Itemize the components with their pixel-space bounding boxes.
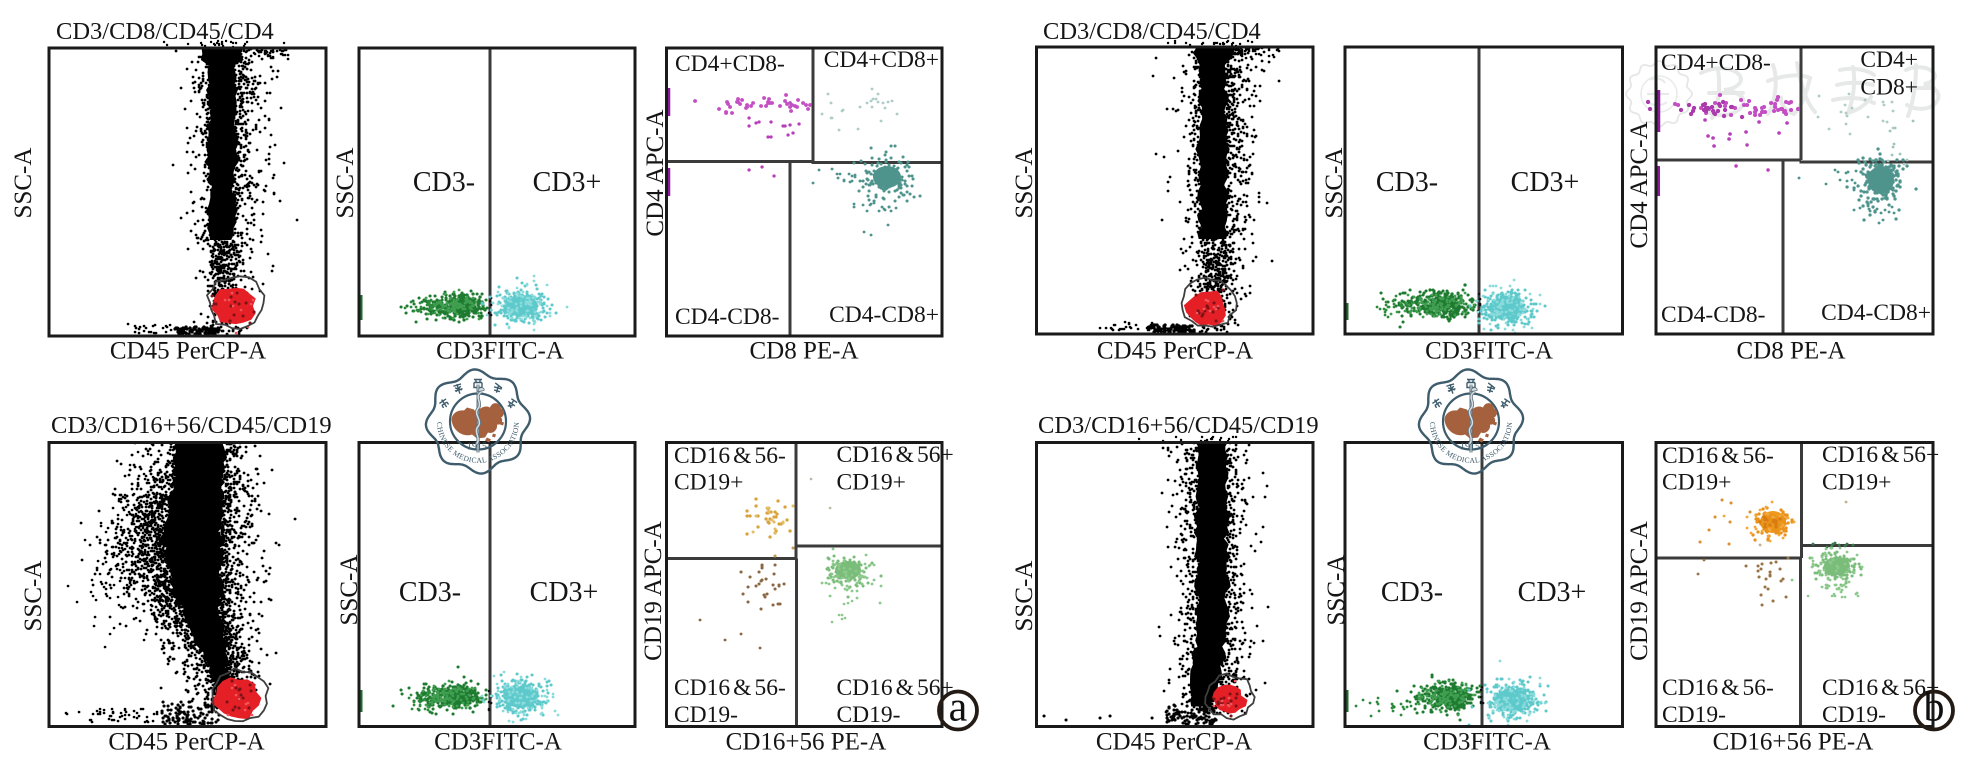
svg-text:SSC-A: SSC-A — [1011, 561, 1038, 632]
svg-text:CD19-: CD19- — [674, 702, 738, 728]
svg-text:CD45 PerCP-A: CD45 PerCP-A — [108, 729, 264, 756]
svg-text:SSC-A: SSC-A — [20, 561, 47, 632]
svg-text:1915: 1915 — [467, 442, 487, 453]
svg-text:CD45 PerCP-A: CD45 PerCP-A — [110, 338, 266, 365]
svg-text:CD19+: CD19+ — [674, 470, 743, 496]
svg-text:CD16+56 PE-A: CD16+56 PE-A — [726, 729, 887, 756]
svg-text:CD3+: CD3+ — [533, 167, 602, 198]
svg-text:SSC-A: SSC-A — [1321, 148, 1348, 219]
svg-text:CD16&56+: CD16 & 56+ — [837, 442, 954, 468]
svg-text:CD16&56-: CD16 & 56- — [674, 675, 786, 701]
svg-text:CD3FITC-A: CD3FITC-A — [1425, 338, 1553, 365]
svg-text:CD16&56-: CD16 & 56- — [674, 443, 786, 469]
svg-text:CD4+CD8-: CD4+CD8- — [1661, 50, 1771, 76]
svg-text:CD19 APC-A: CD19 APC-A — [1626, 521, 1653, 661]
svg-text:CD3-: CD3- — [1376, 167, 1438, 198]
svg-text:CD19-: CD19- — [1662, 702, 1726, 728]
svg-text:CD3FITC-A: CD3FITC-A — [1423, 729, 1551, 756]
svg-text:CD8 PE-A: CD8 PE-A — [749, 338, 858, 365]
svg-text:CD4-CD8+: CD4-CD8+ — [829, 302, 939, 328]
svg-text:CD16&56-: CD16 & 56- — [1662, 443, 1774, 469]
svg-text:SSC-A: SSC-A — [10, 148, 37, 219]
svg-text:CD45 PerCP-A: CD45 PerCP-A — [1097, 338, 1253, 365]
svg-text:CD19+: CD19+ — [837, 470, 906, 496]
svg-text:SSC-A: SSC-A — [1011, 148, 1038, 219]
svg-text:CD19+: CD19+ — [1822, 470, 1891, 496]
svg-text:CD19+: CD19+ — [1662, 470, 1731, 496]
svg-text:CD3+: CD3+ — [1511, 167, 1580, 198]
svg-text:CD3/CD16+56/CD45/CD19: CD3/CD16+56/CD45/CD19 — [51, 412, 332, 439]
svg-text:CD3-: CD3- — [413, 167, 475, 198]
svg-text:CD4-CD8+: CD4-CD8+ — [1821, 300, 1931, 326]
svg-text:CD3-: CD3- — [1381, 577, 1443, 608]
svg-text:CD4-CD8-: CD4-CD8- — [675, 304, 779, 330]
svg-text:CD16+56 PE-A: CD16+56 PE-A — [1713, 729, 1874, 756]
svg-text:CD4+CD8-: CD4+CD8- — [675, 51, 785, 77]
svg-text:CD19 APC-A: CD19 APC-A — [640, 521, 667, 661]
svg-text:SSC-A: SSC-A — [1323, 555, 1350, 626]
svg-text:CD3/CD8/CD45/CD4: CD3/CD8/CD45/CD4 — [1043, 18, 1261, 45]
svg-text:CD19-: CD19- — [837, 702, 901, 728]
svg-text:CD4+: CD4+ — [1860, 47, 1918, 73]
svg-text:CD16&56+: CD16 & 56+ — [837, 675, 954, 701]
svg-text:1915: 1915 — [1460, 442, 1480, 453]
svg-text:CD19-: CD19- — [1822, 702, 1886, 728]
svg-text:CD4+CD8+: CD4+CD8+ — [824, 47, 939, 73]
svg-text:CD3+: CD3+ — [1518, 577, 1587, 608]
svg-text:CD16&56-: CD16 & 56- — [1662, 675, 1774, 701]
svg-text:a: a — [949, 685, 968, 731]
svg-text:CD4 APC-A: CD4 APC-A — [1626, 121, 1653, 248]
svg-text:CD3FITC-A: CD3FITC-A — [436, 338, 564, 365]
svg-text:CD16&56+: CD16 & 56+ — [1822, 442, 1939, 468]
svg-text:CD45 PerCP-A: CD45 PerCP-A — [1096, 729, 1252, 756]
svg-text:CD3/CD8/CD45/CD4: CD3/CD8/CD45/CD4 — [56, 18, 274, 45]
svg-text:CD3/CD16+56/CD45/CD19: CD3/CD16+56/CD45/CD19 — [1038, 412, 1319, 439]
svg-text:SSC-A: SSC-A — [336, 555, 363, 626]
svg-text:CD3-: CD3- — [399, 577, 461, 608]
svg-text:b: b — [1924, 685, 1945, 731]
svg-text:CD4 APC-A: CD4 APC-A — [642, 109, 669, 236]
svg-text:CD8+: CD8+ — [1860, 75, 1918, 101]
svg-text:CD3+: CD3+ — [530, 577, 599, 608]
svg-text:CD8 PE-A: CD8 PE-A — [1736, 338, 1845, 365]
svg-text:CD3FITC-A: CD3FITC-A — [434, 729, 562, 756]
svg-text:SSC-A: SSC-A — [332, 148, 359, 219]
svg-text:CD4-CD8-: CD4-CD8- — [1661, 302, 1765, 328]
